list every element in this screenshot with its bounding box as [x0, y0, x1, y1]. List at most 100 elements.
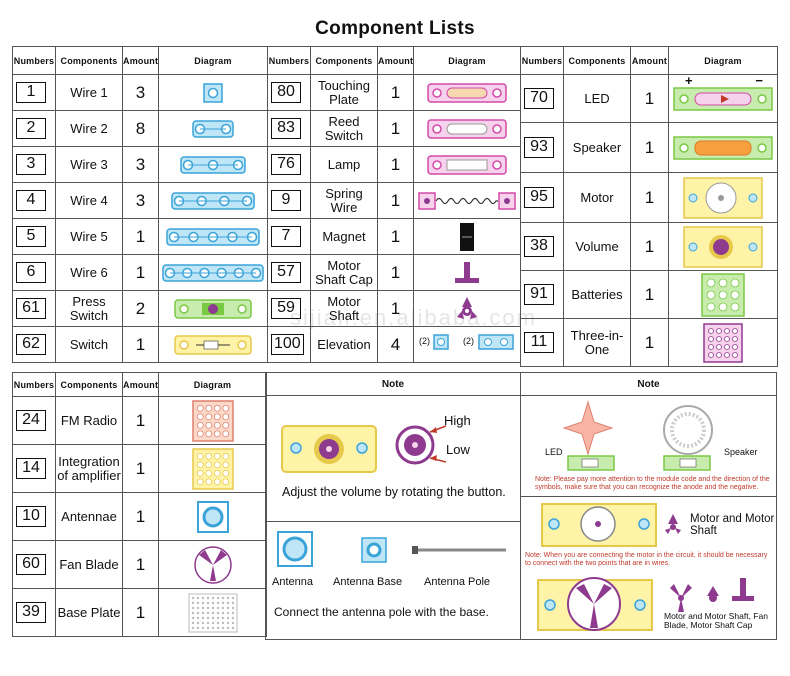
component-number: 11: [524, 332, 554, 353]
component-number: 4: [16, 190, 46, 211]
component-amount: 1: [122, 540, 159, 589]
component-name: Motor: [563, 172, 631, 223]
wire-2-icon: [192, 119, 234, 138]
header-numbers: Numbers: [520, 46, 564, 75]
component-name: Three-in-One: [563, 318, 631, 367]
table-row: 39 Base Plate 1: [12, 588, 267, 637]
header-numbers: Numbers: [267, 46, 311, 75]
component-diagram: [413, 290, 521, 327]
component-amount: 1: [122, 218, 159, 255]
component-amount: 1: [122, 254, 159, 291]
component-amount: 8: [122, 110, 159, 147]
motor-warning: Note: When you are connecting the motor …: [525, 552, 768, 567]
motor-assembly-label: Motor and Motor Shaft, Fan Blade, Motor …: [664, 611, 768, 630]
header-components: Components: [310, 46, 378, 75]
component-name: Magnet: [310, 218, 378, 255]
component-name: Wire 5: [55, 218, 123, 255]
component-number: 80: [271, 82, 301, 103]
table-row: 4 Wire 4 3 9 Spring Wire 1: [12, 182, 521, 219]
component-amount: 1: [122, 444, 159, 493]
polarity-warning: Note: Please pay more attention to the m…: [535, 476, 770, 491]
component-diagram: [413, 254, 521, 291]
component-name: Elevation: [310, 326, 378, 363]
component-amount: 1: [377, 290, 414, 327]
component-number: 38: [524, 236, 554, 257]
table-row: 11 Three-in-One 1: [520, 318, 778, 367]
component-diagram: [413, 74, 521, 111]
component-number: 14: [16, 458, 46, 479]
table-row: 70 LED 1 + −: [520, 74, 778, 123]
component-name: Motor Shaft Cap: [310, 254, 378, 291]
note-title: Note: [637, 379, 660, 390]
header-numbers: Numbers: [12, 46, 56, 75]
header-amount: Amount: [377, 46, 414, 75]
speaker-icon: [673, 135, 773, 160]
header-amount: Amount: [122, 372, 159, 397]
antenna-pole-label: Antenna Pole: [424, 576, 491, 588]
fan-blade-icon: [193, 545, 232, 584]
table-row: 10 Antennae 1: [12, 492, 267, 541]
component-diagram: [158, 492, 267, 541]
component-number: 6: [16, 262, 46, 283]
component-number: 59: [271, 298, 301, 319]
table-row: 62 Switch 1 100 Elevation 4 (2) (2): [12, 326, 521, 363]
lamp-icon: [427, 154, 507, 175]
component-amount: 1: [377, 218, 414, 255]
component-name: Touching Plate: [310, 74, 378, 111]
component-name: Wire 1: [55, 74, 123, 111]
component-table-left: Numbers Components Amount Diagram Number…: [12, 46, 521, 363]
component-number: 61: [16, 298, 46, 319]
header-components: Components: [563, 46, 631, 75]
component-name: Switch: [55, 326, 123, 363]
led-plus-label: +: [685, 74, 693, 88]
component-number: 3: [16, 154, 46, 175]
header-diagram: Diagram: [158, 46, 268, 75]
component-name: Volume: [563, 222, 631, 271]
table-row: 24 FM Radio 1: [12, 396, 267, 445]
component-amount: 1: [377, 254, 414, 291]
component-amount: 1: [122, 492, 159, 541]
motor-shaft-cap-icon: [455, 261, 479, 283]
component-diagram: [158, 74, 268, 111]
component-number: 60: [16, 554, 46, 575]
motor-assembly-diagram: [537, 577, 754, 631]
component-diagram: [158, 110, 268, 147]
component-name: LED: [563, 74, 631, 123]
component-diagram: (2) (2): [413, 326, 521, 363]
component-number: 57: [271, 262, 301, 283]
wire-3-icon: [180, 155, 246, 174]
component-diagram: [158, 540, 267, 589]
press-switch-icon: [174, 298, 252, 319]
component-diagram: [158, 444, 267, 493]
component-diagram: [413, 110, 521, 147]
component-number: 9: [271, 190, 301, 211]
table-row: 95 Motor 1: [520, 172, 778, 223]
table-row: 3 Wire 3 3 76 Lamp 1: [12, 146, 521, 183]
component-amount: 1: [377, 74, 414, 111]
wire-1-icon: [203, 82, 223, 103]
batteries-icon: [701, 272, 745, 317]
volume-instruction: Adjust the volume by rotating the button…: [282, 485, 506, 499]
component-name: Speaker: [563, 122, 631, 173]
wire-5-icon: [166, 227, 260, 246]
elevation-count: (2): [463, 336, 474, 346]
component-diagram: [158, 254, 268, 291]
spring-wire-icon: [418, 191, 516, 210]
component-number: 7: [271, 226, 301, 247]
header-components: Components: [55, 372, 123, 397]
component-name: Lamp: [310, 146, 378, 183]
component-number: 93: [524, 137, 554, 158]
component-number: 100: [271, 334, 304, 355]
component-name: Batteries: [563, 270, 631, 319]
table-row: 60 Fan Blade 1: [12, 540, 267, 589]
component-name: FM Radio: [55, 396, 123, 445]
motor-note-diagram: [541, 503, 681, 547]
component-diagram: [158, 588, 267, 637]
motor-shaft-label: Motor and Motor Shaft: [690, 513, 775, 537]
note-divider: [520, 496, 777, 497]
component-number: 39: [16, 602, 46, 623]
component-name: Wire 3: [55, 146, 123, 183]
component-amount: 1: [122, 396, 159, 445]
component-diagram: [158, 396, 267, 445]
led-speaker-diagram: [562, 400, 713, 471]
